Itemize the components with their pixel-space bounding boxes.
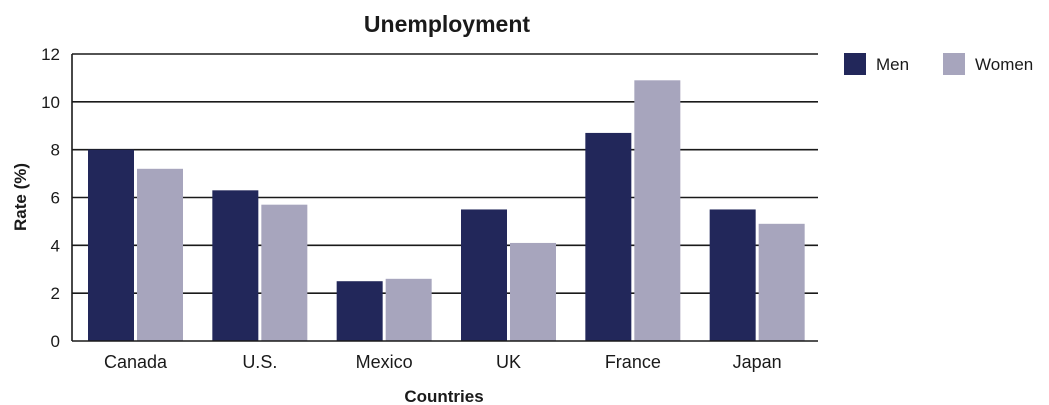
legend-swatch-men	[844, 53, 866, 75]
x-tick-label: Japan	[733, 352, 782, 372]
x-tick-label: UK	[496, 352, 521, 372]
legend-swatch-women	[943, 53, 965, 75]
x-tick-label: U.S.	[242, 352, 277, 372]
x-axis-title: Countries	[404, 387, 483, 405]
x-tick-label: Canada	[104, 352, 168, 372]
x-tick-label: France	[605, 352, 661, 372]
bar-men	[461, 209, 507, 341]
chart-title: Unemployment	[364, 11, 530, 37]
y-tick-label: 10	[41, 93, 60, 112]
y-tick-label: 0	[51, 332, 60, 351]
legend-label-women: Women	[975, 55, 1033, 74]
bar-women	[758, 223, 805, 341]
x-tick-labels: Canada U.S. Mexico UK France Japan	[104, 352, 782, 372]
y-axis-title: Rate (%)	[11, 163, 30, 231]
y-tick-label: 6	[51, 189, 60, 208]
y-tick-label: 4	[51, 236, 60, 255]
gridlines	[72, 53, 818, 294]
x-tick-label: Mexico	[356, 352, 413, 372]
bar-women	[261, 204, 308, 341]
y-tick-labels: 0 2 4 6 8 10 12	[41, 45, 60, 351]
bar-women	[634, 80, 681, 341]
bar-men	[212, 190, 259, 341]
bars	[88, 80, 805, 341]
y-tick-label: 12	[41, 45, 60, 64]
y-tick-label: 8	[51, 141, 60, 160]
legend: Men Women	[844, 53, 1033, 75]
bar-women	[137, 168, 183, 341]
bar-women	[510, 242, 556, 341]
bar-women	[385, 278, 432, 341]
bar-men	[709, 209, 756, 341]
bar-men	[585, 132, 632, 341]
bar-men	[336, 281, 383, 341]
axes	[71, 54, 818, 342]
legend-label-men: Men	[876, 55, 909, 74]
y-tick-label: 2	[51, 284, 60, 303]
bar-men	[88, 149, 134, 341]
